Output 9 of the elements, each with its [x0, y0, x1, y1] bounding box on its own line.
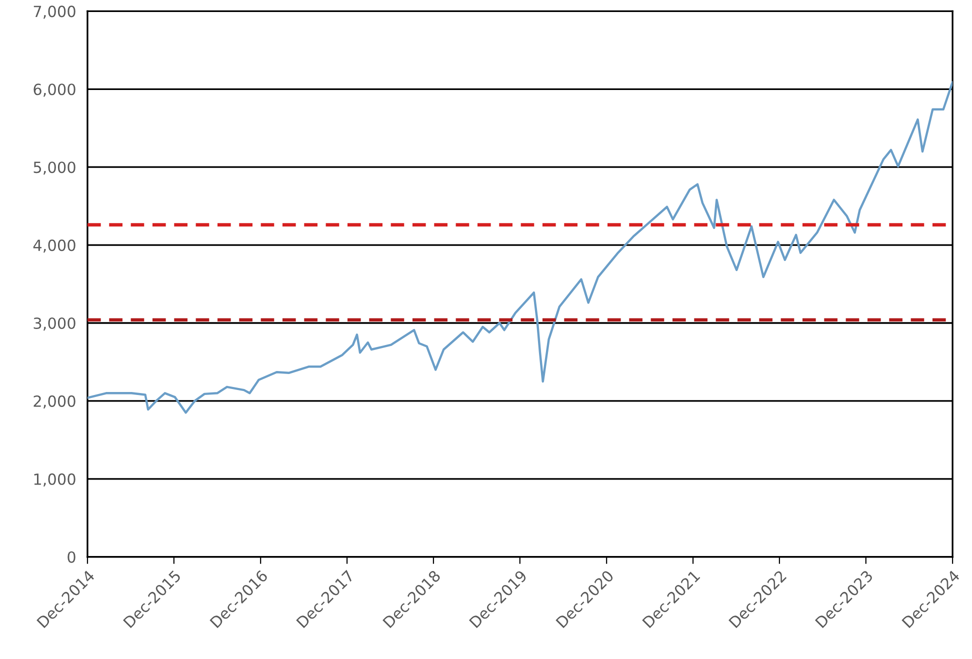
y-tick-label: 4,000 — [33, 240, 76, 253]
y-tick-label: 2,000 — [34, 395, 76, 409]
y-tick-label: 3,000 — [34, 317, 76, 331]
y-tick-label: 1,000 — [34, 473, 76, 486]
y-tick-label: 5,000 — [34, 162, 76, 175]
y-tick-label: 7,000 — [34, 6, 76, 19]
line-series — [87, 81, 953, 414]
y-tick-label: 0 — [68, 551, 76, 563]
y-tick-label: 6,000 — [34, 84, 76, 97]
